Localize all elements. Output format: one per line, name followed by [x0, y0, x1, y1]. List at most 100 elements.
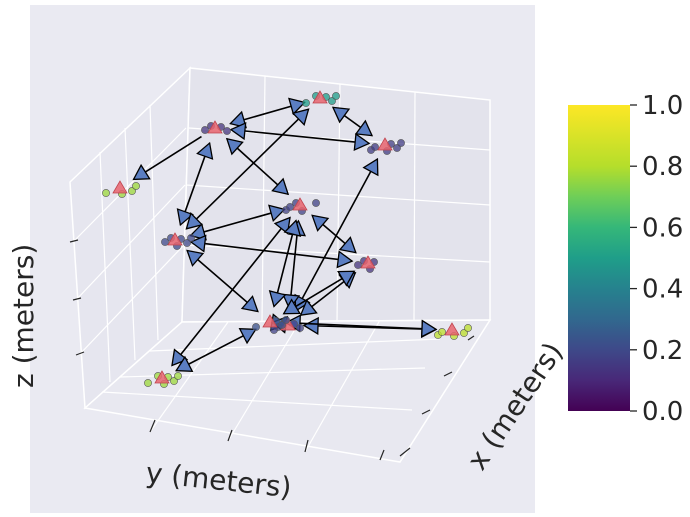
sample-point — [371, 143, 379, 151]
z-axis-label: z (meters) — [7, 244, 40, 388]
edge-line — [186, 249, 259, 313]
arrow-head — [189, 234, 207, 253]
sample-point — [223, 127, 231, 135]
grid-line — [72, 127, 187, 243]
node-marker — [262, 314, 278, 328]
arrow-head — [302, 316, 319, 336]
arrow-head — [268, 290, 287, 308]
arrow-head — [196, 141, 214, 160]
sample-point — [312, 199, 320, 207]
arrow-head — [175, 355, 194, 372]
edge-line — [294, 158, 379, 312]
arrow-head — [311, 214, 330, 232]
axis-tick — [75, 351, 85, 356]
sample-point — [174, 372, 182, 380]
node-marker — [207, 120, 223, 134]
sample-point — [296, 324, 304, 332]
arrow-head — [225, 137, 244, 156]
points-layer — [102, 90, 472, 388]
arrow-head — [336, 250, 354, 269]
edges-layer — [132, 97, 438, 372]
arrow-head — [354, 119, 374, 137]
arrow-head — [337, 270, 356, 287]
floor-pane — [83, 319, 492, 463]
node-marker — [167, 232, 183, 246]
axis-tick — [467, 335, 475, 341]
grid-line — [261, 75, 266, 322]
sample-point — [144, 379, 152, 387]
arrow-head — [338, 236, 357, 254]
arrow-head — [238, 328, 257, 345]
sample-point — [464, 324, 472, 332]
sample-point — [438, 328, 446, 336]
axis-tick — [304, 439, 309, 453]
arrow-head — [186, 249, 205, 267]
grid-line — [99, 151, 111, 383]
sample-point — [201, 126, 209, 134]
arrow-head — [132, 163, 151, 181]
axis-tick — [379, 449, 385, 461]
arrow-head — [176, 208, 194, 227]
colorbar-tick-label: 0.8 — [642, 152, 683, 182]
grid-line — [78, 244, 185, 356]
colorbar-tick-label: 0.0 — [642, 397, 683, 427]
sample-point — [282, 316, 290, 324]
axis-tick — [421, 409, 431, 415]
sample-point — [161, 238, 169, 246]
grid-line — [124, 127, 136, 361]
arrow-head — [283, 219, 302, 237]
axis-tick — [149, 419, 156, 433]
arrow-head — [229, 110, 247, 129]
edge-line — [185, 108, 310, 230]
edge-line — [285, 321, 437, 331]
arrow-head — [273, 216, 291, 235]
grid-lines — [69, 75, 491, 461]
grid-line — [149, 338, 441, 352]
sample-point — [332, 92, 340, 100]
arrow-head — [353, 132, 371, 152]
sample-point — [302, 99, 310, 107]
colorbar-tick-label: 0.4 — [642, 275, 683, 305]
axis-tick — [443, 371, 453, 377]
node-marker — [112, 180, 128, 194]
arrow-head — [331, 106, 351, 124]
grid-line — [101, 391, 413, 411]
sample-point — [132, 182, 140, 190]
arrow-head — [282, 298, 301, 315]
axis-tick — [227, 429, 233, 442]
edge-line — [190, 241, 353, 262]
grid-line — [185, 184, 491, 206]
grid-line — [304, 319, 381, 453]
sample-point — [354, 261, 362, 269]
arrow-head — [185, 212, 204, 230]
arrow-head — [420, 319, 438, 338]
grid-line — [149, 104, 159, 341]
axis-tick — [69, 239, 79, 243]
edge-line — [190, 208, 285, 237]
sample-point — [102, 189, 110, 197]
arrow-head — [291, 108, 310, 126]
grid-line — [75, 184, 186, 301]
colorbar — [568, 105, 630, 411]
arrow-head — [229, 121, 247, 141]
sample-point — [183, 239, 191, 247]
arrow-head — [299, 299, 318, 317]
arrow-head — [271, 177, 290, 196]
grid-line — [227, 320, 301, 442]
edge-line — [230, 128, 370, 145]
arrow-head — [362, 157, 379, 177]
sample-point — [286, 203, 294, 211]
colorbar-tick-label: 0.6 — [642, 213, 683, 243]
arrow-head — [268, 204, 286, 223]
node-marker — [377, 137, 393, 151]
grid-line — [149, 321, 229, 433]
axis-tick — [72, 297, 82, 301]
arrow-head — [171, 348, 189, 367]
grid-line — [413, 91, 416, 321]
node-marker — [292, 197, 308, 211]
arrow-head — [288, 97, 306, 116]
node-marker — [444, 322, 460, 336]
colorbar-tick-label: 1.0 — [642, 91, 683, 121]
edge-line — [273, 220, 297, 307]
